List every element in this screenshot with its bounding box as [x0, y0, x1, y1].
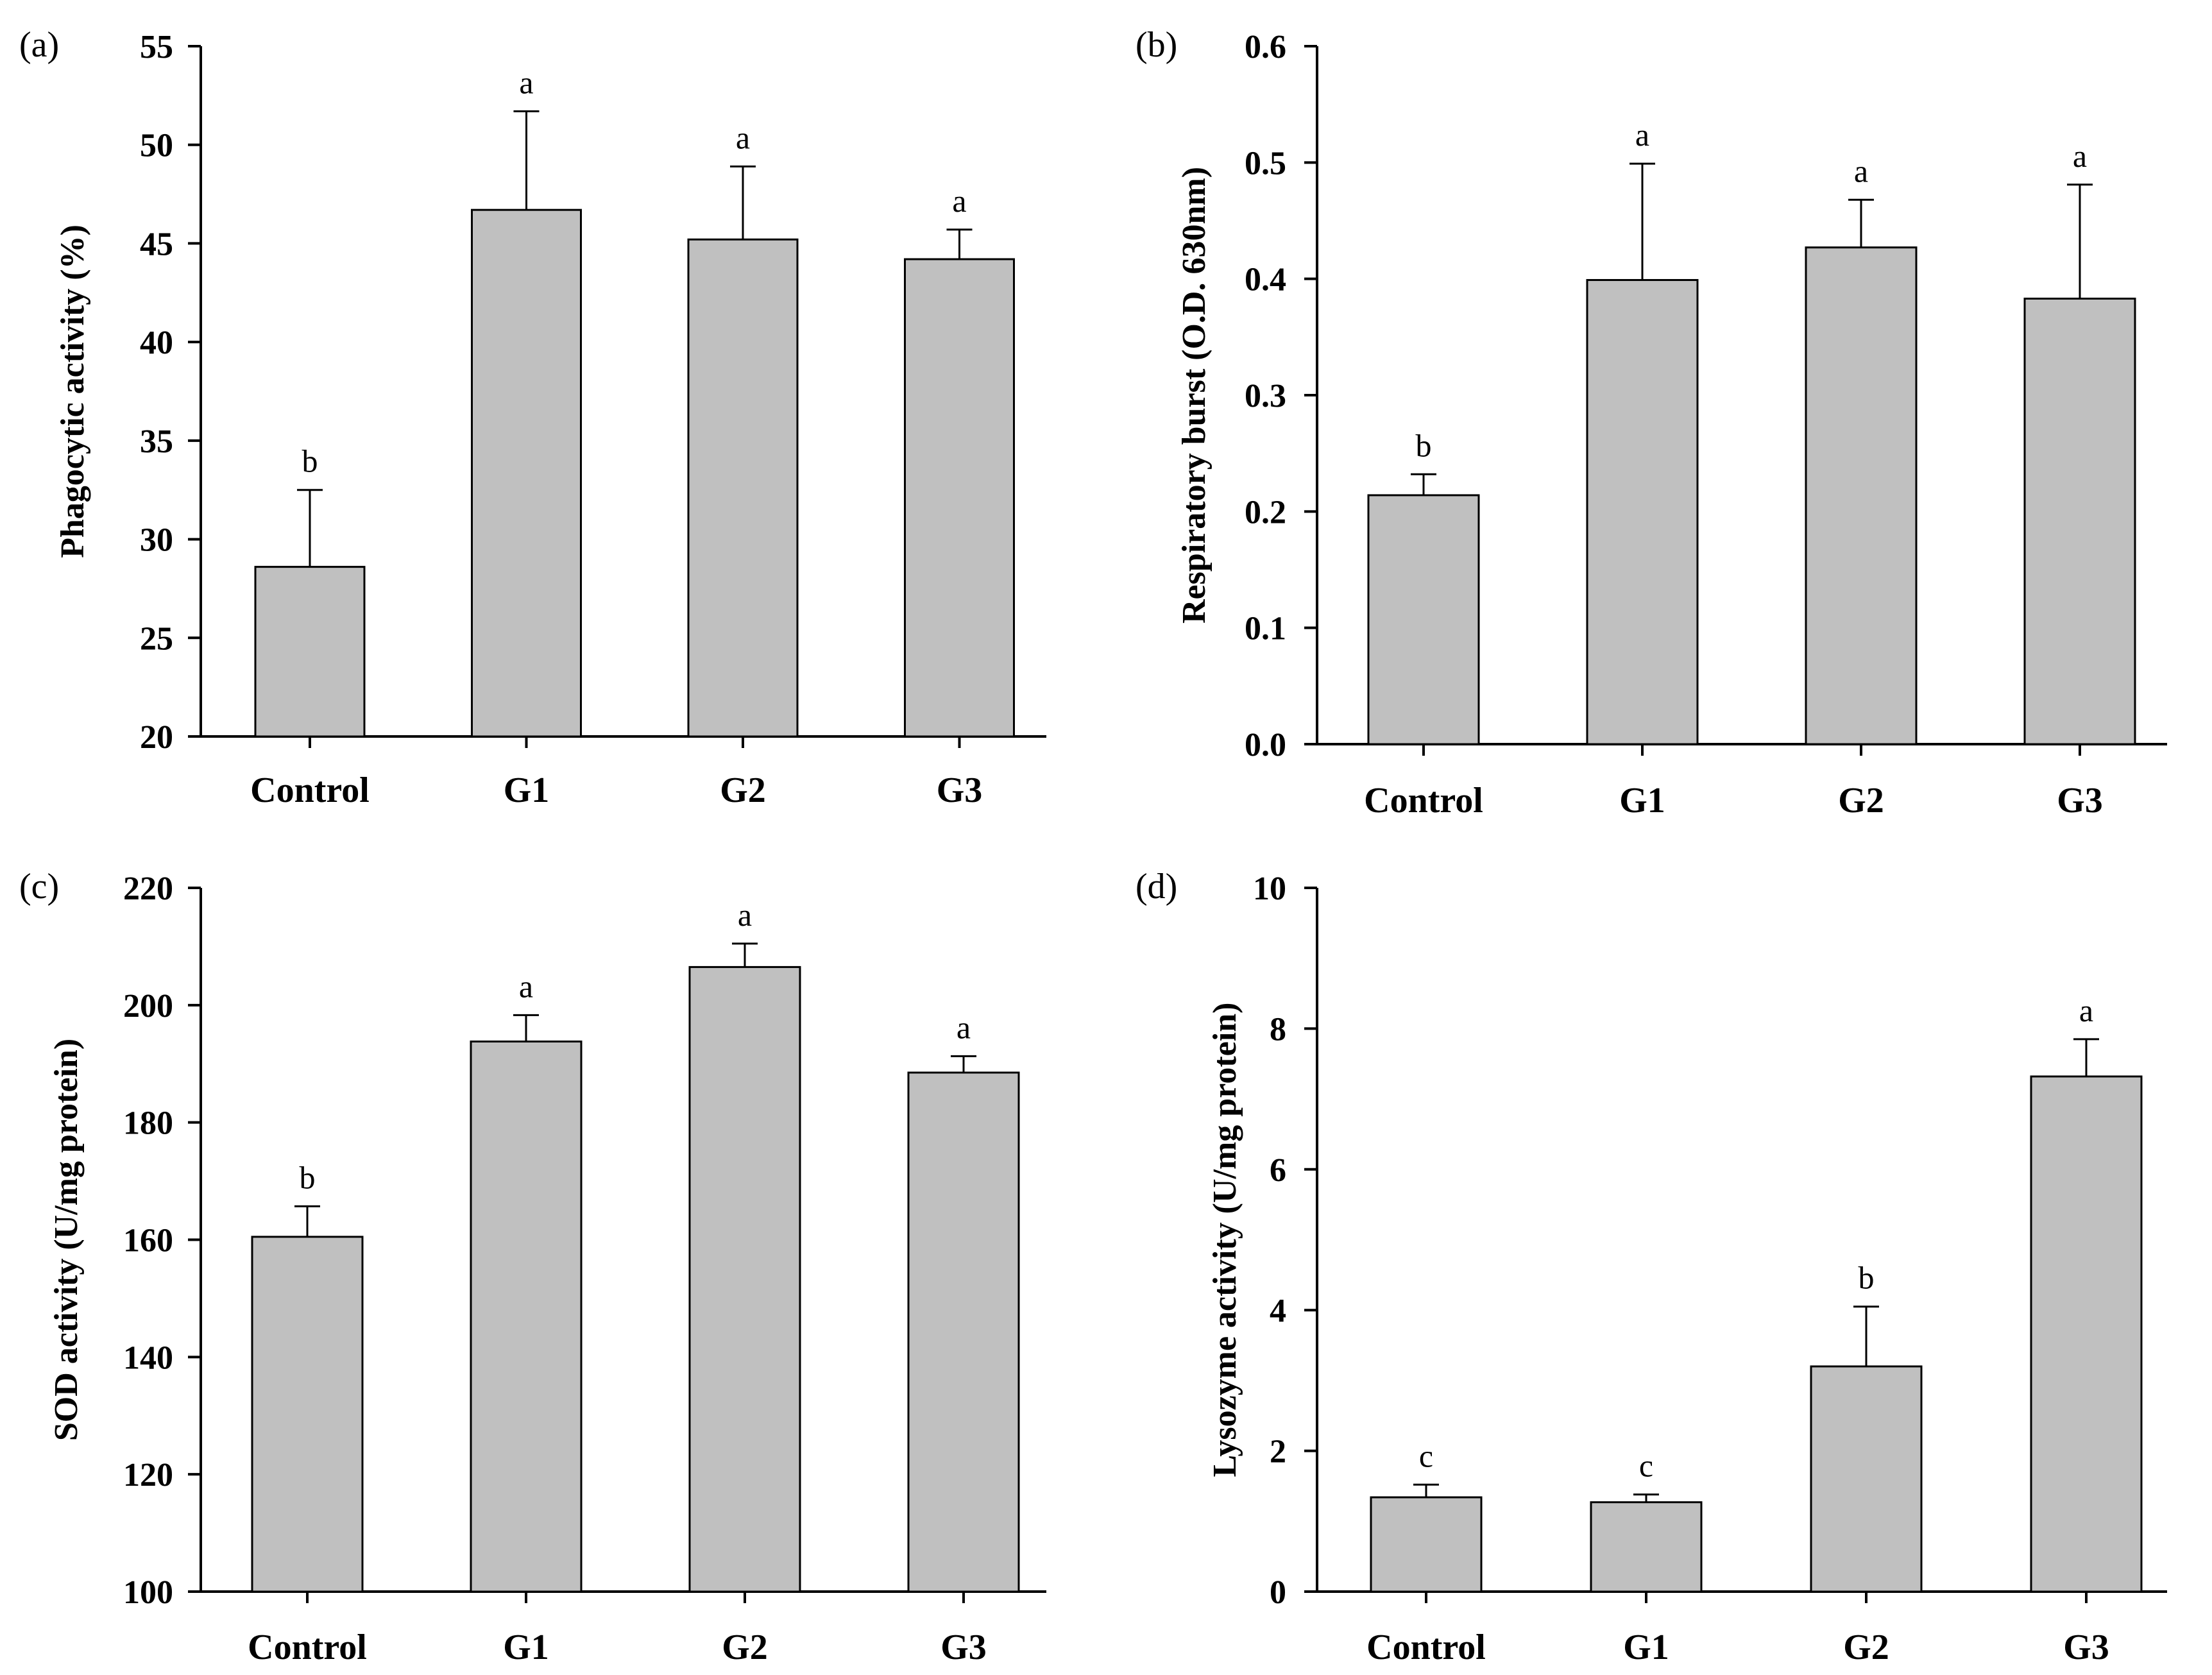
bar — [471, 208, 582, 738]
x-tick-label: G1 — [1619, 781, 1665, 820]
y-tick-label: 0.2 — [1245, 494, 1286, 531]
x-tick-label: G3 — [2063, 1628, 2109, 1667]
bar — [1367, 494, 1480, 745]
y-tick-label: 55 — [140, 29, 173, 65]
x-tick-label: G2 — [1843, 1628, 1889, 1667]
panel-label: (b) — [1136, 25, 1177, 65]
bar — [1810, 1365, 1923, 1593]
y-tick-label: 220 — [123, 871, 173, 907]
chart-b: (b) 0.0 0.1 0.2 0.3 0.4 0.5 0.6 Respiratory burs… — [1136, 25, 2167, 820]
y-tick-label: 6 — [1270, 1152, 1286, 1189]
bar — [2030, 1075, 2143, 1593]
y-tick-label: 8 — [1270, 1011, 1286, 1048]
significance-label: b — [302, 443, 318, 479]
x-tick-label: G2 — [722, 1628, 768, 1667]
y-tick-label: 120 — [123, 1457, 173, 1493]
y-tick-label: 10 — [1253, 871, 1286, 907]
y-tick-label: 20 — [140, 719, 173, 756]
x-tick-label: G3 — [940, 1628, 987, 1667]
x-tick-label: Control — [1364, 781, 1483, 820]
significance-label: c — [1419, 1438, 1433, 1474]
chart-d: (d) 0 2 4 6 8 10 Lysozyme activity (U/mg protei… — [1136, 867, 2167, 1667]
significance-label: c — [1639, 1448, 1653, 1484]
y-tick-label: 40 — [140, 325, 173, 361]
significance-label: a — [736, 120, 750, 156]
y-axis-title: Lysozyme activity (U/mg protein) — [1207, 1003, 1243, 1477]
y-tick-label: 4 — [1270, 1293, 1286, 1329]
significance-label: b — [300, 1159, 316, 1195]
y-tick-label: 160 — [123, 1223, 173, 1259]
x-tick-label: G2 — [1838, 781, 1884, 820]
y-axis-title: Phagocytic activity (%) — [55, 225, 91, 558]
significance-label: a — [952, 183, 966, 219]
bar — [1370, 1496, 1483, 1593]
significance-label: a — [519, 968, 533, 1004]
y-tick-label: 45 — [140, 226, 173, 262]
significance-label: a — [519, 64, 533, 100]
panel-label: (d) — [1136, 867, 1177, 906]
significance-label: a — [1635, 117, 1649, 153]
x-tick-label: G1 — [1623, 1628, 1669, 1667]
y-tick-label: 100 — [123, 1574, 173, 1611]
y-axis-title: Respiratory burst (O.D. 630nm) — [1176, 167, 1212, 624]
significance-label: b — [1859, 1260, 1875, 1296]
y-tick-label: 140 — [123, 1339, 173, 1376]
significance-label: a — [2079, 992, 2093, 1028]
y-tick-label: 0.1 — [1245, 611, 1286, 647]
y-tick-label: 180 — [123, 1105, 173, 1142]
significance-label: a — [738, 897, 752, 933]
bar — [470, 1041, 583, 1593]
y-tick-label: 0 — [1270, 1574, 1286, 1611]
significance-label: b — [1416, 427, 1432, 463]
y-tick-label: 200 — [123, 988, 173, 1025]
x-tick-label: G3 — [937, 770, 983, 810]
significance-label: a — [1854, 153, 1868, 189]
x-tick-label: G1 — [503, 1628, 549, 1667]
bar — [1805, 246, 1918, 745]
y-tick-label: 30 — [140, 522, 173, 559]
y-tick-label: 0.6 — [1245, 29, 1286, 65]
bar — [251, 1236, 364, 1593]
bar — [2023, 297, 2136, 745]
bar — [1590, 1501, 1703, 1593]
y-tick-label: 50 — [140, 128, 173, 164]
y-tick-label: 25 — [140, 620, 173, 657]
x-tick-label: Control — [250, 770, 370, 810]
y-tick-label: 35 — [140, 423, 173, 460]
panel-label: (a) — [19, 25, 59, 65]
panel-label: (c) — [19, 867, 59, 906]
bar — [1586, 278, 1699, 745]
bar — [254, 566, 366, 738]
y-tick-label: 0.4 — [1245, 262, 1286, 298]
x-tick-label: G1 — [504, 770, 550, 810]
significance-label: a — [2073, 138, 2087, 174]
x-tick-label: G3 — [2057, 781, 2103, 820]
y-axis-title: SOD activity (U/mg protein) — [48, 1039, 85, 1441]
x-tick-label: Control — [1366, 1628, 1486, 1667]
bar — [904, 258, 1015, 738]
x-tick-label: Control — [248, 1628, 367, 1667]
y-tick-label: 2 — [1270, 1434, 1286, 1470]
x-tick-label: G2 — [720, 770, 766, 810]
bar — [688, 965, 801, 1593]
y-tick-label: 0.3 — [1245, 378, 1286, 414]
chart-c: (c) 100 120 140 160 180 200 220 SOD activity (U/… — [19, 867, 1046, 1667]
y-tick-label: 0.5 — [1245, 145, 1286, 182]
significance-label: a — [957, 1009, 971, 1045]
bar — [907, 1071, 1020, 1593]
bar — [687, 238, 799, 738]
y-tick-label: 0.0 — [1245, 727, 1286, 763]
chart-a: (a) 20 25 30 35 40 45 50 55 Phagocytic activity (… — [19, 25, 1046, 810]
